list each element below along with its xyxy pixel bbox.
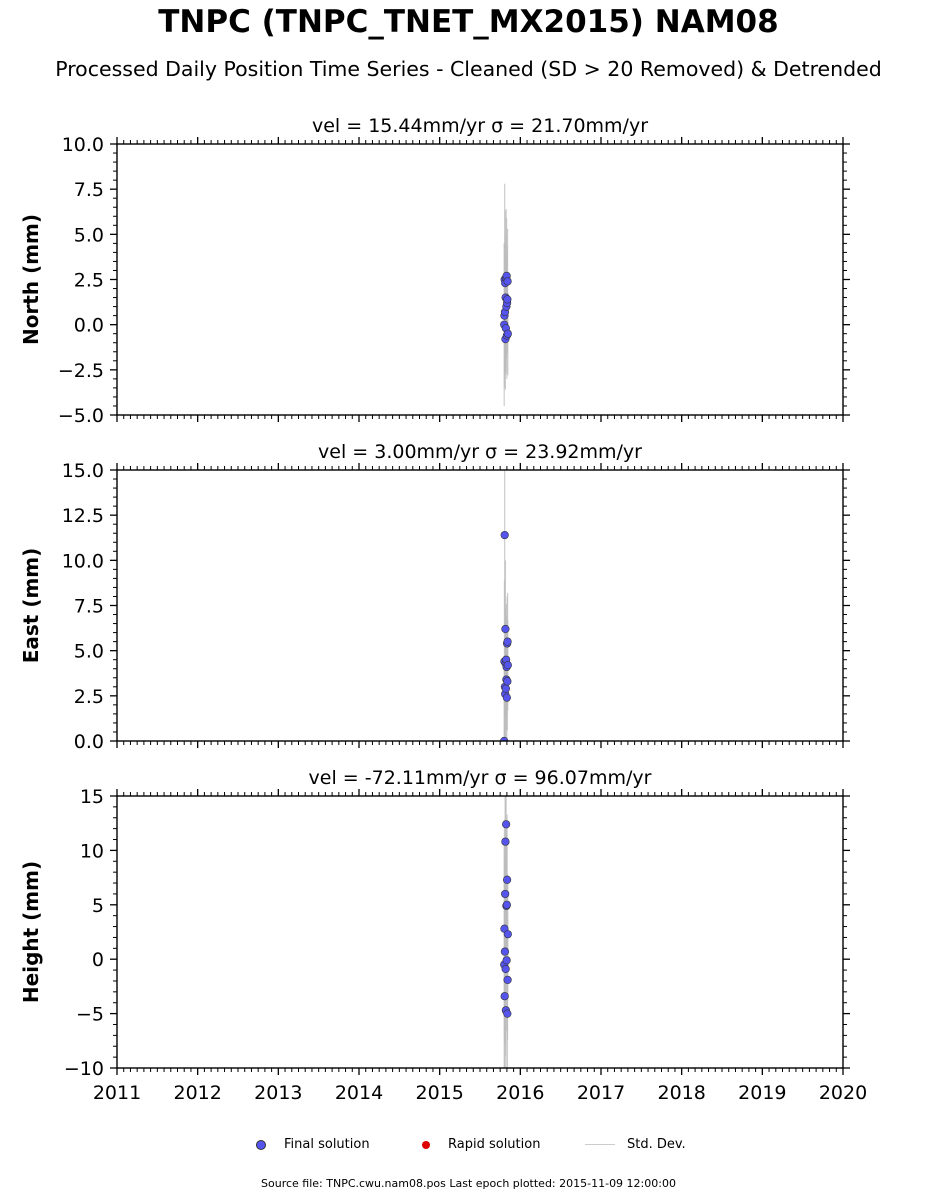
data-point [501,889,510,899]
y-tick-label: 2.5 [74,270,104,292]
y-axis-label: Height (mm) [19,861,43,1003]
legend-rapid: Rapid solution [422,1137,540,1152]
x-tick-label: 2019 [738,1082,786,1104]
y-tick-label: 15 [80,786,104,808]
data-point [503,930,512,939]
panel-frame [116,143,844,416]
y-tick-label: 7.5 [74,179,104,201]
panel-title: vel = 3.00mm/yr σ = 23.92mm/yr [318,441,642,463]
legend-rapid-label: Rapid solution [448,1137,541,1152]
y-axis-label: North (mm) [19,214,43,345]
x-tick-label: 2012 [173,1082,221,1104]
data-point [501,964,510,974]
figure-subtitle: Processed Daily Position Time Series - C… [55,57,882,81]
data-point [503,975,512,984]
y-tick-label: −5 [76,1004,104,1026]
std-dev-line-icon [585,1144,615,1145]
legend-std: Std. Dev. [585,1137,686,1152]
y-tick-label: 2.5 [74,686,104,708]
data-point [500,530,509,540]
data-point [503,661,512,670]
y-tick-label: −5.0 [58,405,104,427]
y-tick-label: −2.5 [58,360,104,382]
x-tick-label: 2017 [577,1082,625,1104]
y-tick-label: 7.5 [74,596,104,618]
data-point [503,329,512,338]
y-axis-label: East (mm) [19,548,43,664]
legend-std-label: Std. Dev. [627,1137,686,1152]
data-point [502,820,511,829]
y-tick-label: 10.0 [62,550,104,572]
time-series-plot: vel = 15.44mm/yr σ = 21.70mm/yr North (mm… [19,115,867,1104]
data-point [503,875,512,884]
x-tick-label: 2013 [254,1082,302,1104]
data-point [502,900,511,909]
panel-title: vel = 15.44mm/yr σ = 21.70mm/yr [312,115,648,137]
legend-final-label: Final solution [284,1137,370,1152]
data-point [503,677,512,686]
y-tick-label: 0.0 [74,731,104,753]
y-tick-label: 12.5 [62,505,104,527]
x-tick-label: 2018 [657,1082,705,1104]
y-tick-label: 5.0 [74,224,104,246]
data-point [500,736,509,741]
std-dev-group [503,796,509,1068]
x-tick-label: 2015 [415,1082,463,1104]
data-point [502,956,511,965]
data-point [503,1009,512,1018]
legend-final: Final solution [256,1137,370,1152]
data-points-group [500,271,512,344]
x-tick-label: 2016 [496,1082,544,1104]
y-tick-label: −10 [64,1058,104,1080]
legend: Final solution Rapid solution Std. Dev. [0,1137,937,1157]
panel-title: vel = -72.11mm/yr σ = 96.07mm/yr [309,767,652,789]
data-point [503,277,512,286]
data-point [501,624,510,634]
x-tick-label: 2011 [93,1082,141,1104]
data-point [500,992,509,1001]
data-point [501,684,510,693]
y-tick-label: 10 [80,840,104,862]
data-point [500,947,510,956]
y-tick-label: 10.0 [62,134,104,156]
y-tick-label: 5.0 [74,641,104,663]
data-point [503,295,512,304]
panel-frame [116,469,844,742]
data-points-group [500,530,512,741]
final-solution-marker-icon [256,1139,266,1150]
x-tick-label: 2014 [335,1082,383,1104]
rapid-solution-marker-icon [422,1140,430,1149]
data-point [502,693,511,702]
y-tick-label: 15.0 [62,460,104,482]
panel-frame [116,795,844,1069]
data-point [501,837,510,846]
figure-title: TNPC (TNPC_TNET_MX2015) NAM08 [158,4,779,40]
y-tick-label: 5 [92,895,104,917]
y-tick-label: 0 [92,949,104,971]
data-point [503,637,512,646]
source-footer: Source file: TNPC.cwu.nam08.pos Last epo… [261,1177,676,1190]
x-tick-label: 2020 [819,1082,867,1104]
data-points-group [500,820,512,1018]
y-tick-label: 0.0 [74,315,104,337]
